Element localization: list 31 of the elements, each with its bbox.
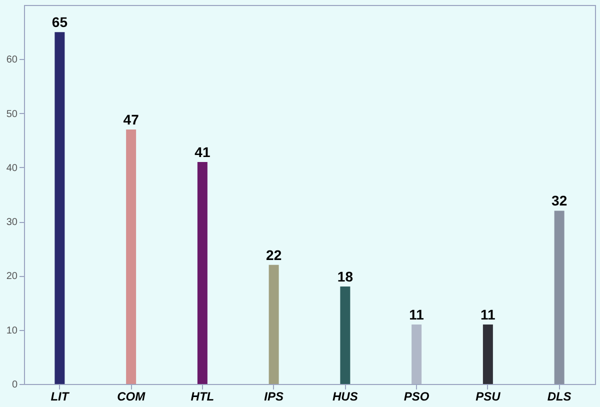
y-tick-label: 50 — [6, 108, 18, 120]
x-tick-label: LIT — [50, 390, 70, 404]
y-tick-label: 20 — [6, 271, 18, 282]
y-tick-label: 0 — [12, 380, 18, 390]
data-label: 18 — [337, 268, 354, 285]
data-label: 41 — [194, 144, 210, 160]
data-label: 11 — [409, 306, 424, 322]
x-tick-label: IPS — [264, 390, 284, 404]
x-tick-label: PSO — [404, 390, 430, 404]
data-label: 22 — [266, 246, 282, 263]
bar — [54, 32, 65, 384]
data-label: 32 — [552, 192, 568, 209]
bar — [268, 264, 279, 384]
bar — [126, 130, 136, 384]
y-tick-label: 40 — [6, 162, 18, 174]
x-tick-label: HUS — [332, 390, 358, 404]
x-tick-label: COM — [117, 390, 146, 404]
bar — [412, 324, 422, 384]
bar — [197, 162, 208, 384]
data-label: 11 — [480, 306, 496, 322]
x-tick-label: HTL — [190, 390, 214, 404]
bar — [482, 324, 493, 384]
data-label: 65 — [52, 14, 68, 30]
x-tick-label: DLS — [547, 390, 572, 404]
bar — [340, 286, 350, 384]
data-label: 47 — [123, 112, 140, 128]
y-tick-label: 30 — [6, 217, 18, 228]
y-tick-label: 10 — [6, 325, 18, 336]
bar — [554, 210, 564, 384]
y-tick-label: 60 — [6, 54, 18, 66]
x-tick-label: PSU — [476, 390, 501, 404]
